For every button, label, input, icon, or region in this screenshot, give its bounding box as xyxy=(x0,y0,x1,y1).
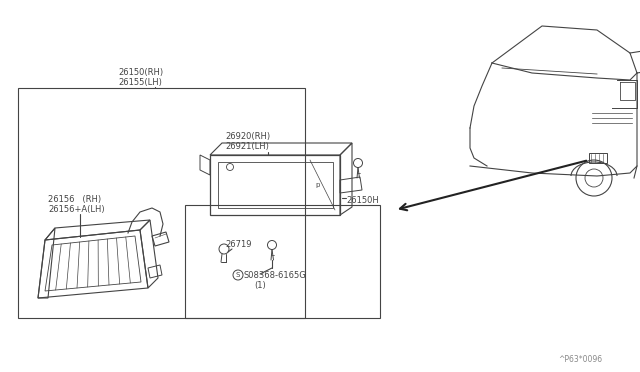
Text: 26921(LH): 26921(LH) xyxy=(225,142,269,151)
Text: 26156+A(LH): 26156+A(LH) xyxy=(48,205,104,214)
Text: 26150H: 26150H xyxy=(346,196,379,205)
Text: 26156   (RH): 26156 (RH) xyxy=(48,195,101,204)
Text: p: p xyxy=(316,182,320,188)
Text: 26150(RH): 26150(RH) xyxy=(118,68,163,77)
Text: 26719: 26719 xyxy=(225,240,252,249)
Text: ^P63*0096: ^P63*0096 xyxy=(558,355,602,364)
Text: 26920(RH): 26920(RH) xyxy=(225,132,270,141)
Text: (1): (1) xyxy=(254,281,266,290)
Text: S08368-6165G: S08368-6165G xyxy=(244,271,307,280)
Text: 26155(LH): 26155(LH) xyxy=(118,78,162,87)
Text: S: S xyxy=(236,272,240,278)
